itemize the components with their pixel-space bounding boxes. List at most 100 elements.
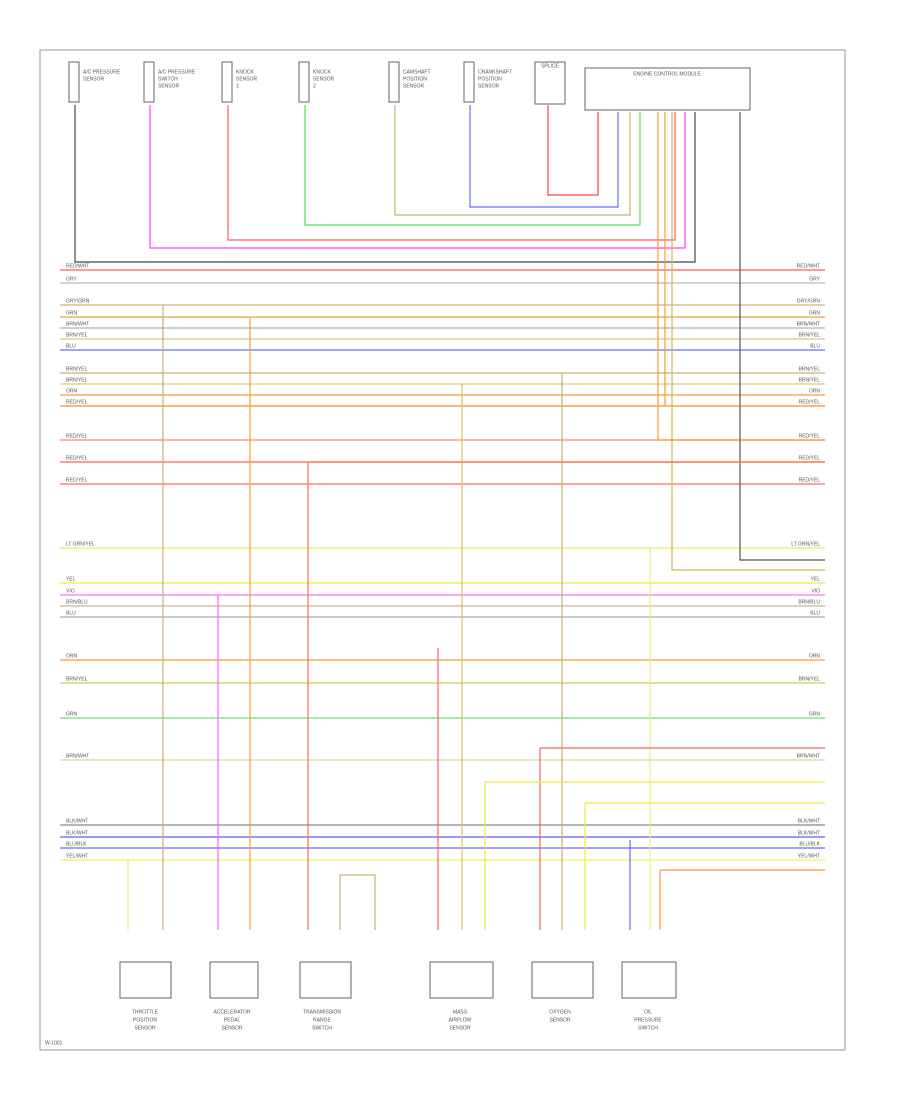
- wire-label-left: RED/YEL: [66, 455, 88, 461]
- wire-label-left: YEL/WHT: [66, 853, 88, 859]
- wire-label-right: GRN: [809, 711, 821, 717]
- wire-label-right: BLU: [810, 343, 820, 349]
- sensor: [68, 61, 80, 103]
- wire-label-right: BRN/YEL: [799, 366, 821, 372]
- wire-label-left: BRN/YEL: [66, 377, 88, 383]
- wire-segment: [547, 105, 599, 196]
- wire-label-right: BRN/WHT: [797, 753, 820, 759]
- wire-segment: [74, 105, 696, 263]
- sensor: [143, 61, 155, 103]
- module-box: [584, 67, 751, 111]
- wire-label-right: RED/YEL: [799, 433, 821, 439]
- wire-label-right: BRN/YEL: [799, 332, 821, 338]
- wire-label-right: BLU/BLK: [799, 841, 820, 847]
- wire-label-left: GRN: [66, 310, 78, 316]
- wire-label-left: VIO: [66, 588, 75, 594]
- wire-label-left: ORN: [66, 388, 78, 394]
- wire-label-left: BLK/WHT: [66, 818, 88, 824]
- footer: W-1001: [45, 1040, 63, 1046]
- component-label: 2: [313, 83, 316, 89]
- component-label: OXYGEN: [549, 1009, 571, 1015]
- sensor: [298, 61, 310, 103]
- component-label: AIRFLOW: [449, 1017, 472, 1023]
- wire-label-right: BRN/BLU: [798, 599, 820, 605]
- wire-segment: [339, 874, 376, 930]
- component-label: SENSOR: [313, 76, 335, 82]
- component-label: SENSOR: [236, 76, 258, 82]
- sensor: [388, 61, 400, 103]
- wire-label-right: BLK/WHT: [798, 830, 820, 836]
- wire-label-right: RED/YEL: [799, 477, 821, 483]
- wire-segment: [394, 105, 631, 216]
- component-label: KNOCK: [313, 69, 331, 75]
- wire-label-left: RED/WHT: [66, 263, 89, 269]
- component-label: RANGE: [313, 1017, 331, 1023]
- wire-label-left: BLU: [66, 343, 76, 349]
- wire-label-right: ORN: [809, 653, 821, 659]
- wire-segment: [469, 105, 619, 208]
- wire-label-left: BRN/YEL: [66, 366, 88, 372]
- wire-label-left: BRN/YEL: [66, 332, 88, 338]
- component-label: SENSOR: [478, 83, 500, 89]
- wire-label-left: BLU: [66, 610, 76, 616]
- wire-label-right: BRN/YEL: [799, 377, 821, 383]
- wire-label-left: YEL: [66, 576, 76, 582]
- sensor: [221, 61, 233, 103]
- component-label: SWITCH: [312, 1025, 332, 1031]
- component-label: POSITION: [403, 76, 427, 82]
- wire-label-right: GRY: [809, 276, 820, 282]
- component-label: 1: [236, 83, 239, 89]
- component-label: PEDAL: [224, 1017, 241, 1023]
- wire-label-right: LT GRN/YEL: [791, 541, 820, 547]
- wire-label-left: GRY: [66, 276, 77, 282]
- component-label: MASS: [453, 1009, 468, 1015]
- wire-segment: [149, 105, 686, 249]
- component-label: PRESSURE: [634, 1017, 662, 1023]
- splice-box: [534, 61, 566, 105]
- wire-label-left: BRN/WHT: [66, 753, 89, 759]
- wire-label-left: BRN/YEL: [66, 676, 88, 682]
- wire-label-left: GRN: [66, 711, 78, 717]
- wire-label-right: GRN: [809, 310, 821, 316]
- wire-label-right: ORN: [809, 388, 821, 394]
- wire-label-right: BRN/YEL: [799, 676, 821, 682]
- wire-label-left: ORN: [66, 653, 78, 659]
- wire-segment: [227, 105, 676, 241]
- wire-label-right: YEL: [811, 576, 821, 582]
- module-label: ENGINE CONTROL MODULE: [633, 71, 701, 77]
- component-label: SENSOR: [549, 1017, 571, 1023]
- wire-label-left: RED/YEL: [66, 399, 88, 405]
- wire-label-left: BRN/WHT: [66, 321, 89, 327]
- component-box: [429, 961, 494, 999]
- wire-label-left: LT GRN/YEL: [66, 541, 95, 547]
- wire-label-left: BRN/BLU: [66, 599, 88, 605]
- wire-label-right: RED/YEL: [799, 399, 821, 405]
- component-box: [531, 961, 594, 999]
- component-label: SWITCH: [158, 76, 178, 82]
- wire-segment: [304, 105, 641, 226]
- wire-segment: [657, 112, 825, 441]
- wire-label-left: BLU/BLK: [66, 841, 87, 847]
- component-label: ACCELERATOR: [213, 1009, 250, 1015]
- component-box: [119, 961, 172, 999]
- component-label: A/C PRESSURE: [158, 69, 196, 75]
- component-label: THROTTLE: [132, 1009, 159, 1015]
- wire-label-left: RED/YEL: [66, 433, 88, 439]
- component-label: SENSOR: [221, 1025, 243, 1031]
- wire-label-right: YEL/WHT: [798, 853, 820, 859]
- sensor: [463, 61, 475, 103]
- component-label: SENSOR: [403, 83, 425, 89]
- wire-label-right: BLU: [810, 610, 820, 616]
- component-label: SWITCH: [638, 1025, 658, 1031]
- component-label: CAMSHAFT: [403, 69, 431, 75]
- component-label: SENSOR: [83, 76, 105, 82]
- wire-segment: [739, 112, 825, 561]
- wire-label-left: GRY/GRN: [66, 298, 90, 304]
- component-label: SENSOR: [449, 1025, 471, 1031]
- component-label: SENSOR: [158, 83, 180, 89]
- component-label: POSITION: [478, 76, 502, 82]
- component-label: SENSOR: [134, 1025, 156, 1031]
- frame: [39, 49, 846, 1051]
